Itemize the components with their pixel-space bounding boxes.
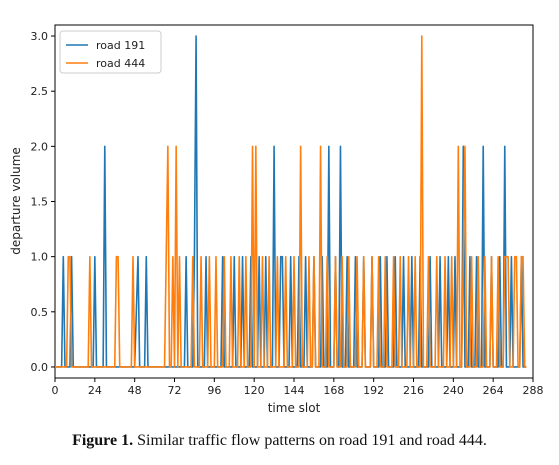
y-tick-label: 2.0 bbox=[31, 140, 49, 153]
figure-caption: Figure 1. Similar traffic flow patterns … bbox=[0, 432, 559, 450]
x-tick-label: 288 bbox=[523, 384, 544, 397]
series-line-road-444 bbox=[55, 35, 527, 368]
x-tick-label: 120 bbox=[244, 384, 265, 397]
x-tick-label: 72 bbox=[168, 384, 182, 397]
line-chart: 0 24 48 72 96 120 144 168 192 216 240 264 288 0.0 0.5… bbox=[9, 24, 544, 415]
x-tick-label: 240 bbox=[443, 384, 464, 397]
series-line-road-191 bbox=[55, 35, 527, 368]
x-axis-ticks: 0 24 48 72 96 120 144 168 192 216 240 264 288 bbox=[52, 378, 544, 397]
x-axis-label: time slot bbox=[268, 401, 321, 415]
x-tick-label: 144 bbox=[284, 384, 305, 397]
y-tick-label: 0.5 bbox=[31, 306, 49, 319]
y-tick-label: 2.5 bbox=[31, 85, 49, 98]
chart-canvas: 0 24 48 72 96 120 144 168 192 216 240 264 288 0.0 0.5… bbox=[9, 24, 544, 415]
legend: road 191 road 444 bbox=[59, 30, 162, 74]
x-tick-label: 192 bbox=[363, 384, 384, 397]
y-tick-label: 0.0 bbox=[31, 361, 49, 374]
caption-label: Figure 1. bbox=[72, 432, 134, 449]
x-tick-label: 96 bbox=[207, 384, 221, 397]
x-tick-label: 216 bbox=[403, 384, 424, 397]
x-tick-label: 168 bbox=[323, 384, 344, 397]
y-axis-label: departure volume bbox=[9, 147, 23, 255]
y-tick-label: 1.0 bbox=[31, 251, 49, 264]
y-axis-ticks: 0.0 0.5 1.0 1.5 2.0 2.5 3.0 bbox=[31, 30, 55, 374]
series-layer bbox=[55, 35, 527, 368]
y-tick-label: 3.0 bbox=[31, 30, 49, 43]
caption-text: Similar traffic flow patterns on road 19… bbox=[133, 432, 487, 449]
legend-label-road-191: road 191 bbox=[96, 39, 145, 52]
x-tick-label: 0 bbox=[52, 384, 59, 397]
x-tick-label: 264 bbox=[483, 384, 504, 397]
x-tick-label: 48 bbox=[128, 384, 142, 397]
x-tick-label: 24 bbox=[88, 384, 102, 397]
legend-label-road-444: road 444 bbox=[96, 57, 145, 70]
y-tick-label: 1.5 bbox=[31, 196, 49, 209]
